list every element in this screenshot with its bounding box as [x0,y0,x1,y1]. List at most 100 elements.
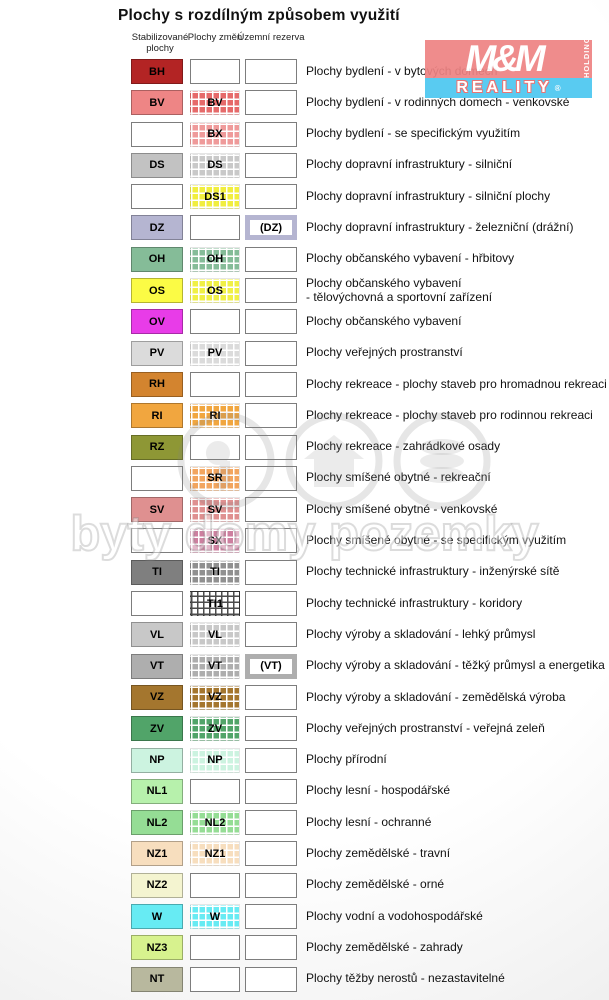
area-code-label: NP [149,754,165,767]
legend-row: TI1 Plochy technické infrastruktury - ko… [131,591,607,617]
reserve-area-swatch [245,528,297,554]
legend-row: VL VL Plochy výroby a skladování - lehký… [131,622,607,648]
change-area-swatch [190,966,240,992]
area-code-label: VT [207,660,223,673]
area-code-label: OS [149,284,165,297]
area-description: Plochy občanského vybavení [306,313,462,328]
legend-row: SX Plochy smíšené obytné - se specifický… [131,528,607,554]
stabilized-area-swatch: VZ [131,684,183,710]
area-description: Plochy občanského vybavení - tělovýchovn… [306,275,493,304]
legend-row: NZ1 NZ1 Plochy zemědělské - travní [131,841,607,867]
stabilized-area-swatch: TI [131,559,183,585]
change-area-swatch: DS [190,152,240,178]
reserve-area-swatch [245,340,297,366]
stabilized-area-swatch: SV [131,497,183,523]
change-area-swatch: SX [190,528,240,554]
legend-row: RH Plochy rekreace - plochy staveb pro h… [131,371,607,397]
reserve-area-swatch [245,559,297,585]
change-area-swatch [190,935,240,961]
reserve-area-swatch [245,121,297,147]
area-code-label: SR [207,472,223,485]
stabilized-area-swatch [131,591,183,617]
stabilized-area-swatch [131,465,183,491]
stabilized-area-swatch: NP [131,747,183,773]
area-description: Plochy veřejných prostranství [306,345,463,360]
change-area-swatch: W [190,904,240,930]
stabilized-area-swatch [131,121,183,147]
reserve-area-swatch [245,465,297,491]
stabilized-area-swatch: BV [131,90,183,116]
area-description: Plochy přírodní [306,752,387,767]
legend-row: TI TI Plochy technické infrastruktury - … [131,559,607,585]
change-area-swatch: VL [190,622,240,648]
legend-row: ZV ZV Plochy veřejných prostranství - ve… [131,716,607,742]
reserve-area-swatch: (VT) [245,653,297,679]
area-code-label: NZ1 [204,847,226,860]
area-code-label: OV [149,315,165,328]
legend-row: DS1 Plochy dopravní infrastruktury - sil… [131,184,607,210]
reserve-area-swatch [245,434,297,460]
reserve-area-swatch [245,904,297,930]
area-code-label: NL2 [146,816,168,829]
reserve-area-swatch [245,184,297,210]
change-area-swatch: SR [190,465,240,491]
area-code-label: (DZ) [260,221,282,234]
area-description: Plochy lesní - ochranné [306,814,432,829]
stabilized-area-swatch: VT [131,653,183,679]
change-area-swatch: OS [190,278,240,304]
area-code-label: BX [207,128,223,141]
stabilized-area-swatch: DS [131,152,183,178]
area-code-label: OH [206,253,224,266]
area-description: Plochy dopravní infrastruktury - silničn… [306,188,551,203]
reserve-area-swatch [245,872,297,898]
legend-row: BV BV Plochy bydlení - v rodinných domec… [131,90,607,116]
area-code-label: SV [149,503,165,516]
area-code-label: W [209,910,221,923]
stabilized-area-swatch: NZ3 [131,935,183,961]
stabilized-area-swatch: RI [131,403,183,429]
reserve-area-swatch [245,622,297,648]
stabilized-area-swatch: NL1 [131,778,183,804]
legend-row: OS OS Plochy občanského vybavení - tělov… [131,275,607,304]
area-code-label: SV [207,503,223,516]
area-code-label: TI [210,566,220,579]
reserve-area-swatch [245,246,297,272]
legend-row: SV SV Plochy smíšené obytné - venkovské [131,497,607,523]
area-code-label: SX [207,534,223,547]
legend-row: SR Plochy smíšené obytné - rekreační [131,465,607,491]
stabilized-area-swatch: OS [131,278,183,304]
area-description: Plochy lesní - hospodářské [306,783,451,798]
change-area-swatch: DS1 [190,184,240,210]
area-code-label: VL [149,628,165,641]
reserve-area-swatch [245,278,297,304]
legend-row: NP NP Plochy přírodní [131,747,607,773]
stabilized-area-swatch: BH [131,59,183,84]
logo-mm-text: M&M [465,40,545,78]
reserve-area-swatch [245,778,297,804]
legend-rows: BH Plochy bydlení - v bytových domech BV… [131,59,607,992]
area-code-label: DS1 [204,190,226,203]
reserve-area-swatch [245,309,297,335]
area-code-label: RH [149,378,165,391]
stabilized-area-swatch: VL [131,622,183,648]
change-area-swatch [190,434,240,460]
stabilized-area-swatch: ZV [131,716,183,742]
stabilized-area-swatch: OV [131,309,183,335]
reserve-area-swatch [245,152,297,178]
reserve-area-swatch [245,591,297,617]
area-code-label: VT [149,660,165,673]
area-description: Plochy výroby a skladování - zemědělská … [306,689,566,704]
area-code-label: DS [207,159,223,172]
area-code-label: BH [149,65,165,78]
reserve-area-swatch [245,810,297,836]
change-area-swatch: SV [190,497,240,523]
change-area-swatch: NL2 [190,810,240,836]
area-description: Plochy zemědělské - zahrady [306,939,463,954]
area-code-label: DZ [149,221,165,234]
reserve-area-swatch [245,747,297,773]
reserve-area-swatch [245,90,297,116]
change-area-swatch [190,872,240,898]
area-description: Plochy smíšené obytné - se specifickým v… [306,533,567,548]
reserve-area-swatch [245,966,297,992]
